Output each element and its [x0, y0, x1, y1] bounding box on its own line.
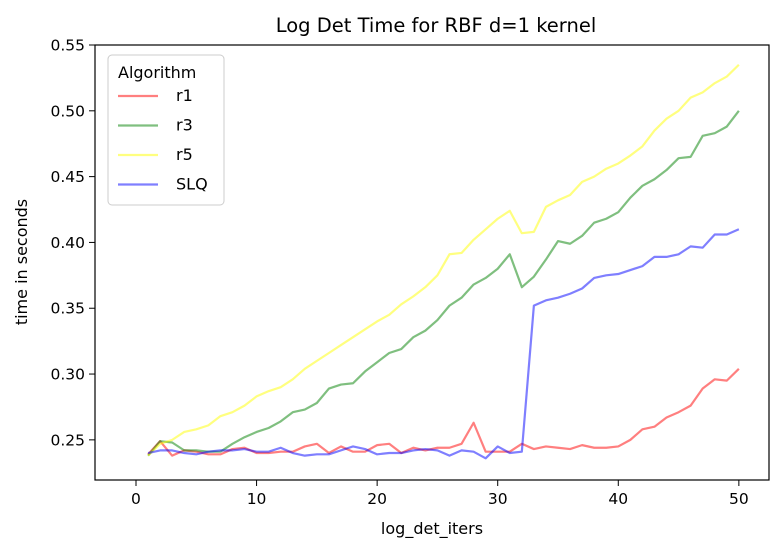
y-tick-label: 0.30	[50, 366, 85, 384]
x-axis: 0 10 20 30 40 50	[131, 480, 749, 508]
legend-title: Algorithm	[118, 63, 196, 82]
legend-label-slq: SLQ	[176, 175, 208, 194]
legend-label-r5: r5	[176, 145, 193, 164]
y-tick-label: 0.50	[50, 102, 85, 120]
y-tick-label: 0.40	[50, 234, 85, 252]
legend-label-r3: r3	[176, 116, 193, 135]
legend-box	[107, 54, 225, 206]
legend-label-r1: r1	[176, 86, 193, 105]
y-tick-label: 0.55	[50, 37, 85, 55]
series-line-r3	[147, 110, 740, 457]
chart-title: Log Det Time for RBF d=1 kernel	[276, 14, 597, 37]
y-tick-label: 0.45	[50, 168, 85, 186]
y-tick-label: 0.25	[50, 431, 85, 449]
y-axis: 0.25 0.30 0.35 0.40 0.45 0.50 0.55	[50, 37, 95, 449]
x-tick-label: 50	[729, 490, 749, 508]
x-tick-label: 40	[608, 490, 628, 508]
series-line-slq	[147, 228, 740, 460]
legend: Algorithm r1 r3 r5 SLQ	[107, 54, 225, 206]
series-line-r5	[147, 63, 740, 457]
series-lines	[147, 63, 740, 460]
x-tick-label: 20	[367, 490, 387, 508]
legend-items: r1 r3 r5 SLQ	[118, 86, 208, 194]
x-axis-label: log_det_iters	[381, 519, 483, 539]
x-tick-label: 10	[247, 490, 267, 508]
x-tick-label: 30	[488, 490, 508, 508]
y-tick-label: 0.35	[50, 300, 85, 318]
x-tick-label: 0	[131, 490, 141, 508]
y-axis-label: time in seconds	[12, 199, 31, 325]
plot-area	[94, 44, 770, 481]
axes-frame	[94, 44, 770, 481]
